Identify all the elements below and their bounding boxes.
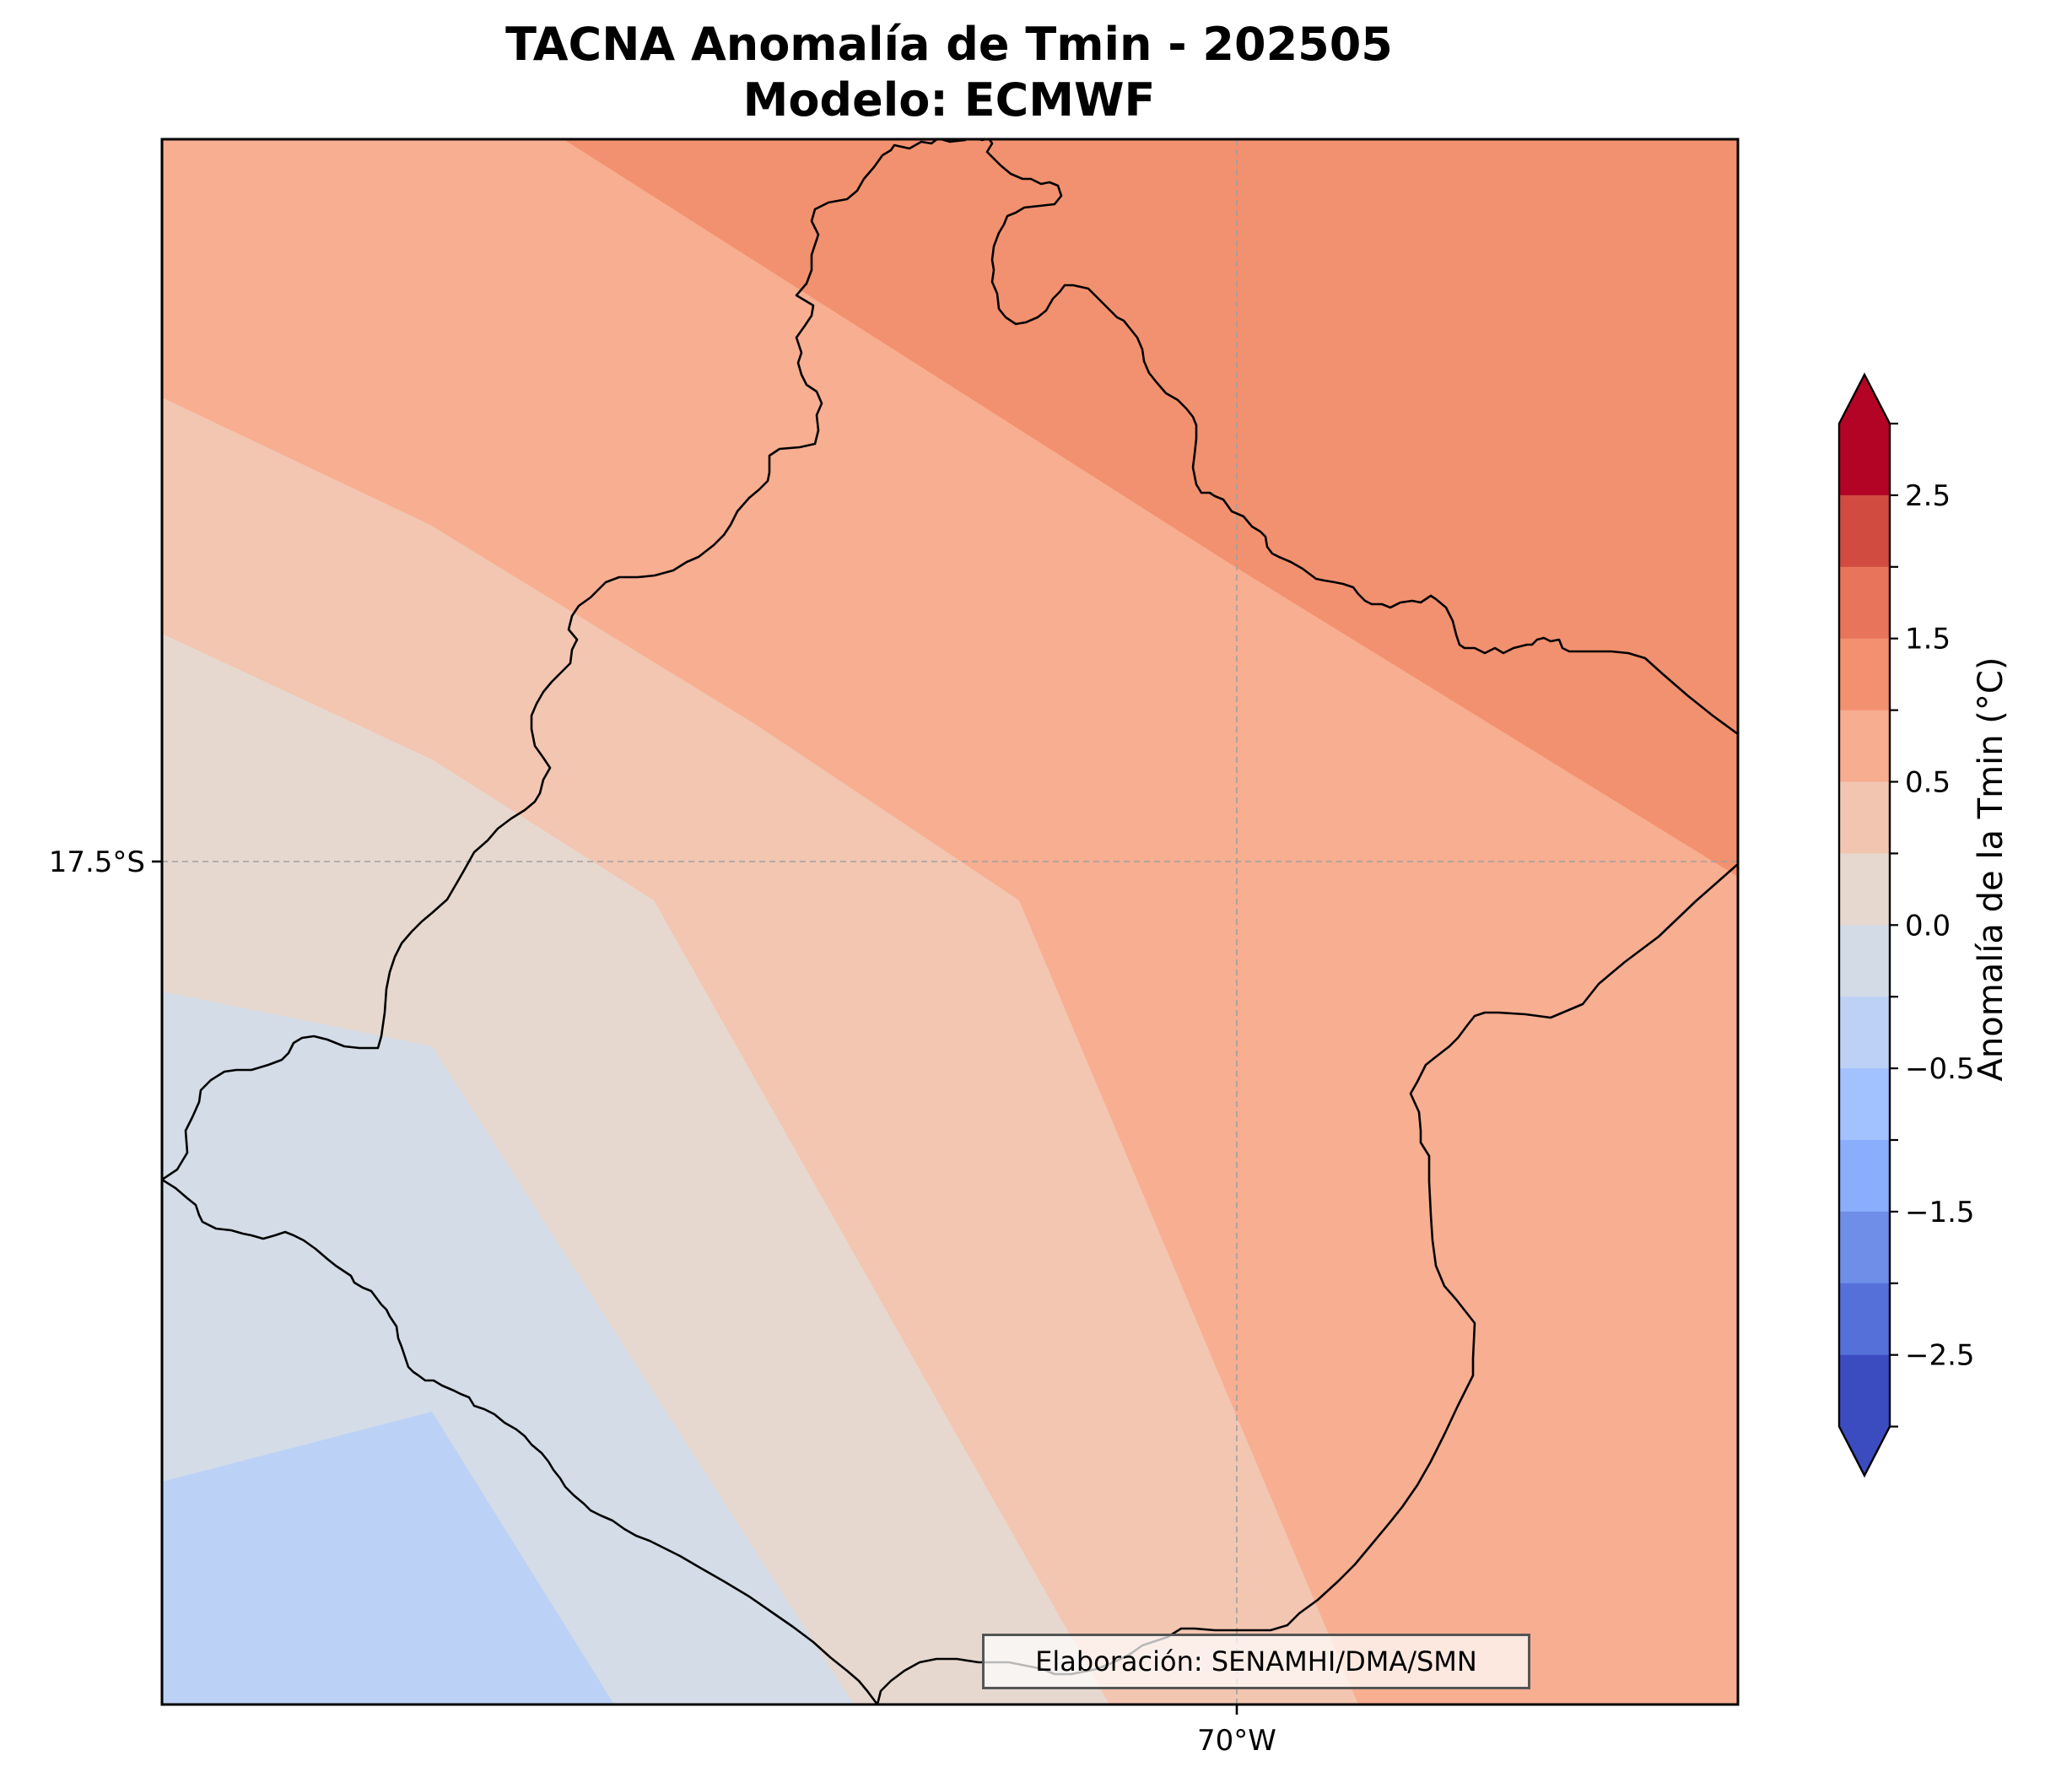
colorbar-bin bbox=[1839, 1283, 1890, 1356]
colorbar-bin bbox=[1839, 1211, 1890, 1284]
colorbar-bin bbox=[1839, 1068, 1890, 1141]
axis-ticks bbox=[152, 860, 1238, 1715]
anomaly-band-neg0.5-neg0.25 bbox=[162, 1412, 614, 1704]
colorbar-bin bbox=[1839, 494, 1890, 568]
colorbar-tick-label: 2.5 bbox=[1905, 479, 1951, 513]
colorbar-bin bbox=[1839, 997, 1890, 1069]
credit-label: Elaboración: SENAMHI/DMA/SMN bbox=[982, 1634, 1530, 1689]
colorbar-bin bbox=[1839, 1354, 1890, 1428]
anomaly-field bbox=[162, 139, 1738, 1704]
coastline bbox=[162, 1178, 879, 1704]
colorbar-bin bbox=[1839, 781, 1890, 854]
y-tick-label-17-5s: 17.5°S bbox=[49, 845, 145, 879]
department-boundary bbox=[162, 139, 1738, 1181]
colorbar-tick-label: −1.5 bbox=[1905, 1196, 1975, 1229]
colorbar-tick-label: 1.5 bbox=[1905, 623, 1951, 656]
colorbar-tick-label: −2.5 bbox=[1905, 1339, 1975, 1373]
colorbar-tick-label: 0.0 bbox=[1905, 909, 1951, 943]
colorbar-bin bbox=[1839, 925, 1890, 997]
map-title: TACNA Anomalía de Tmin - 202505 bbox=[505, 18, 1393, 71]
map-frame bbox=[160, 138, 1740, 1706]
colorbar-bin bbox=[1839, 566, 1890, 640]
colorbar-bin bbox=[1839, 424, 1890, 496]
colorbar-label: Anomalía de la Tmin (°C) bbox=[1972, 656, 2010, 1082]
colorbar: 2.5 1.5 0.5 0.0 −0.5 −1.5 −2.5 bbox=[1837, 372, 1975, 1478]
colorbar-bin bbox=[1839, 638, 1890, 711]
colorbar-tick-label: −0.5 bbox=[1905, 1052, 1975, 1086]
colorbar-bin bbox=[1839, 1140, 1890, 1213]
map-subtitle: Modelo: ECMWF bbox=[742, 73, 1156, 127]
gridlines bbox=[162, 139, 1738, 1704]
colorbar-tick-label: 0.5 bbox=[1905, 766, 1951, 800]
colorbar-min-arrow bbox=[1839, 1426, 1890, 1476]
colorbar-bin bbox=[1839, 710, 1890, 783]
x-tick-label-70w: 70°W bbox=[1197, 1724, 1276, 1758]
colorbar-max-arrow bbox=[1839, 375, 1890, 424]
colorbar-bin bbox=[1839, 853, 1890, 926]
